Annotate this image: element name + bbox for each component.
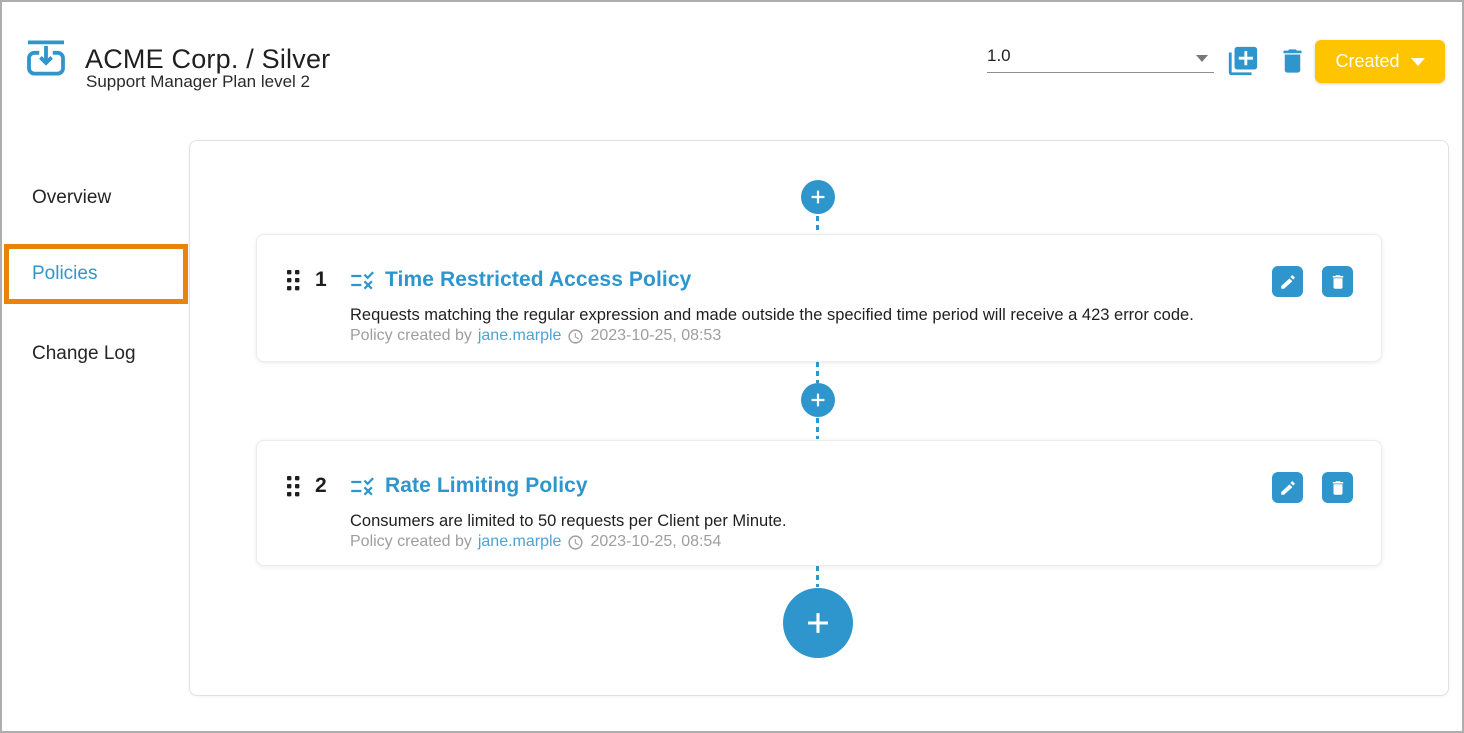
add-policy-button-middle[interactable] xyxy=(801,383,835,417)
status-button[interactable]: Created xyxy=(1315,40,1445,83)
created-by-label: Policy created by xyxy=(350,533,472,550)
connector-dots xyxy=(816,362,819,383)
version-select[interactable]: 1.0 xyxy=(987,44,1214,73)
sidebar-item-overview[interactable]: Overview xyxy=(32,187,112,208)
policy-order: 2 xyxy=(315,474,327,497)
edit-policy-button[interactable] xyxy=(1272,472,1303,503)
created-by-label: Policy created by xyxy=(350,327,472,344)
rule-icon xyxy=(349,267,376,294)
created-at: 2023-10-25, 08:54 xyxy=(590,533,722,550)
plus-icon xyxy=(811,190,825,204)
version-value: 1.0 xyxy=(987,46,1011,65)
plus-icon xyxy=(808,613,828,633)
delete-version-button[interactable] xyxy=(1277,45,1308,77)
connector-dots xyxy=(816,418,819,439)
policy-description: Consumers are limited to 50 requests per… xyxy=(350,512,787,530)
drag-handle-icon[interactable] xyxy=(286,269,301,292)
trash-icon xyxy=(1332,274,1343,289)
chevron-down-icon xyxy=(1410,57,1425,66)
plus-icon xyxy=(811,393,825,407)
edit-policy-button[interactable] xyxy=(1272,266,1303,297)
policy-name-link[interactable]: Rate Limiting Policy xyxy=(385,474,588,497)
connector-dots xyxy=(816,566,819,587)
status-label: Created xyxy=(1335,51,1400,71)
add-policy-button-bottom[interactable] xyxy=(783,588,853,658)
policy-meta: Policy created by jane.marple 2023-10-25… xyxy=(350,533,721,551)
policy-description: Requests matching the regular expression… xyxy=(350,306,1194,324)
chevron-down-icon xyxy=(1196,55,1208,62)
trash-icon xyxy=(1332,480,1343,495)
copy-version-button[interactable] xyxy=(1226,44,1260,78)
clock-icon xyxy=(567,534,584,551)
add-policy-button-top[interactable] xyxy=(801,180,835,214)
policy-card: 2 Rate Limiting Policy Consumers are lim… xyxy=(256,440,1382,566)
drag-handle-icon[interactable] xyxy=(286,475,301,498)
page-subtitle: Support Manager Plan level 2 xyxy=(86,72,310,91)
policy-card: 1 Time Restricted Access Policy Requests… xyxy=(256,234,1382,362)
created-at: 2023-10-25, 08:53 xyxy=(590,327,722,344)
clock-icon xyxy=(567,328,584,345)
trash-icon xyxy=(1283,49,1302,73)
page-title: ACME Corp. / Silver xyxy=(85,44,331,75)
pencil-icon xyxy=(1280,274,1295,289)
author-link[interactable]: jane.marple xyxy=(477,327,562,344)
connector-dots xyxy=(816,216,819,234)
plan-icon xyxy=(22,38,70,82)
pencil-icon xyxy=(1280,480,1295,495)
policies-panel: 1 Time Restricted Access Policy Requests… xyxy=(189,140,1449,696)
sidebar-item-policies[interactable]: Policies xyxy=(32,263,98,284)
delete-policy-button[interactable] xyxy=(1322,472,1353,503)
policy-meta: Policy created by jane.marple 2023-10-25… xyxy=(350,327,721,345)
sidebar-item-change-log[interactable]: Change Log xyxy=(32,343,136,364)
policy-name-link[interactable]: Time Restricted Access Policy xyxy=(385,268,692,291)
author-link[interactable]: jane.marple xyxy=(477,533,562,550)
copy-add-icon xyxy=(1228,46,1258,76)
delete-policy-button[interactable] xyxy=(1322,266,1353,297)
policy-order: 1 xyxy=(315,268,327,291)
rule-icon xyxy=(349,473,376,500)
